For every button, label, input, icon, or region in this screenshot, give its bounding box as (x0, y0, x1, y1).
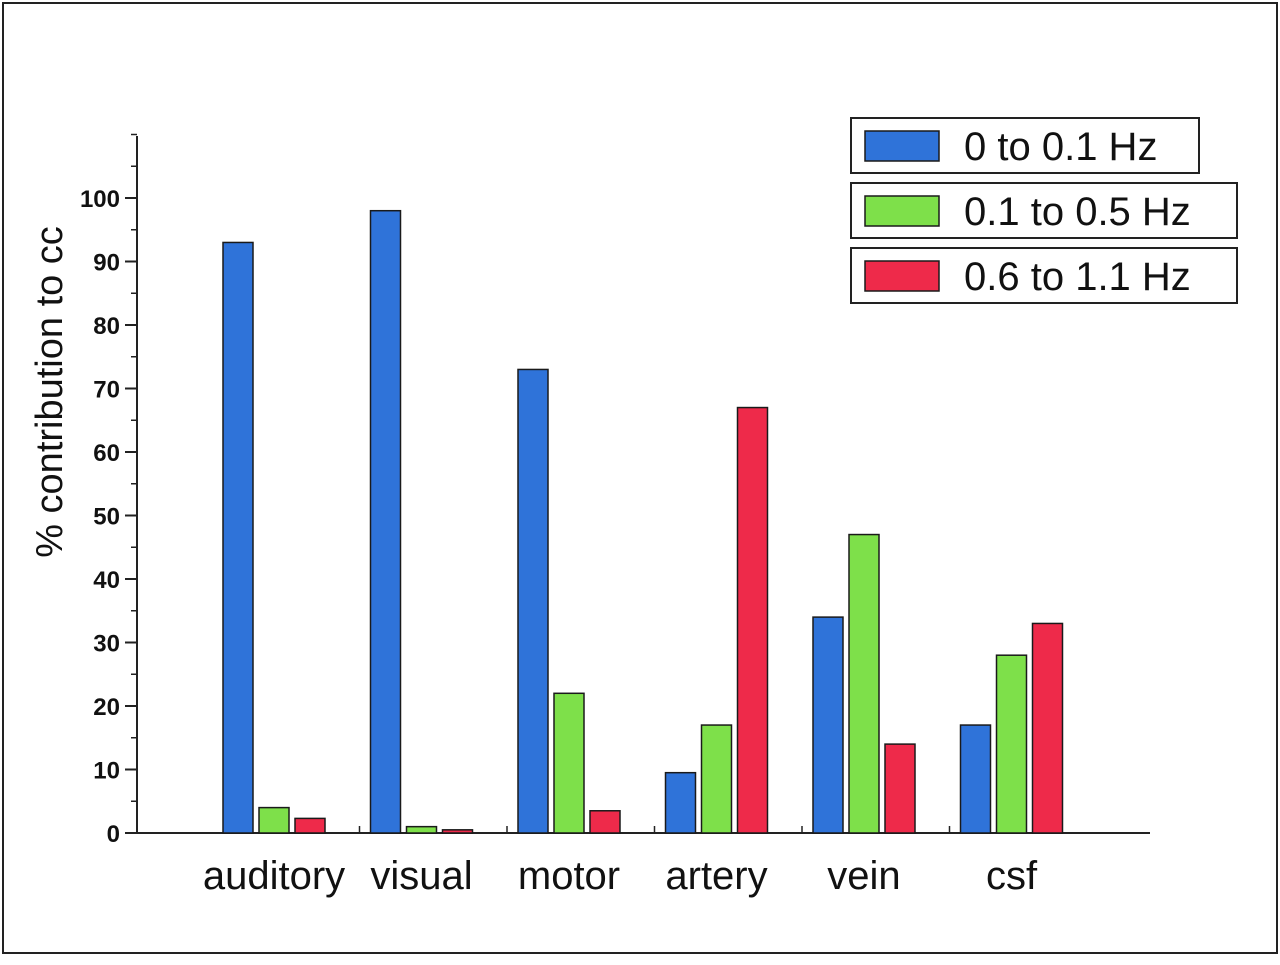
bar-auditory-series-3 (294, 817, 326, 834)
bar-motor-series-1 (517, 368, 549, 834)
y-tick-label: 20 (93, 694, 120, 721)
bar-artery-series-2 (700, 724, 733, 834)
y-tick-label: 10 (93, 758, 120, 785)
y-tick-label: 50 (93, 504, 120, 531)
bar-visual-series-1 (369, 209, 402, 834)
bar-auditory-series-1 (222, 241, 254, 834)
y-tick-label: 60 (93, 440, 120, 467)
bar-artery-series-3 (736, 406, 769, 834)
bar-artery-series-1 (664, 771, 697, 834)
y-tick-label: 80 (93, 313, 120, 340)
bar-auditory-series-2 (258, 806, 290, 834)
bar-csf-series-2 (995, 654, 1028, 834)
legend: 0 to 0.1 Hz 0.1 to 0.5 Hz 0.6 to 1.1 Hz (850, 117, 1238, 304)
legend-label: 0 to 0.1 Hz (964, 125, 1157, 169)
bar-vein-series-1 (812, 616, 844, 834)
y-tick-label: 70 (93, 377, 120, 404)
legend-swatch (864, 130, 940, 162)
bars (222, 209, 1064, 834)
bar-csf-series-1 (959, 724, 992, 834)
x-category-label: auditory (203, 854, 345, 898)
legend-swatch (864, 195, 940, 227)
y-tick-label: 30 (93, 631, 120, 658)
bar-motor-series-3 (589, 810, 621, 834)
bar-visual-series-2 (405, 825, 438, 834)
legend-label: 0.1 to 0.5 Hz (964, 190, 1191, 234)
legend-swatch (864, 260, 940, 292)
bar-vein-series-2 (848, 533, 880, 834)
y-tick-label: 90 (93, 250, 120, 277)
x-category-label: artery (665, 854, 767, 898)
legend-label: 0.6 to 1.1 Hz (964, 255, 1191, 299)
bar-vein-series-3 (884, 743, 916, 834)
y-ticks: 0 10 20 30 40 50 60 70 80 90 100 (80, 133, 137, 848)
x-category-label: motor (518, 854, 620, 898)
x-category-label: csf (986, 854, 1038, 898)
y-tick-label: 40 (93, 567, 120, 594)
x-category-label: vein (827, 854, 900, 898)
y-tick-label: 0 (107, 821, 120, 848)
x-category-labels: auditory visual motor artery vein csf (203, 826, 1038, 898)
bar-motor-series-2 (553, 692, 585, 834)
x-category-label: visual (370, 854, 472, 898)
bar-visual-series-3 (441, 829, 474, 834)
bar-csf-series-3 (1031, 622, 1064, 834)
y-axis-label: % contribution to cc (29, 226, 71, 558)
y-tick-label: 100 (80, 186, 120, 213)
